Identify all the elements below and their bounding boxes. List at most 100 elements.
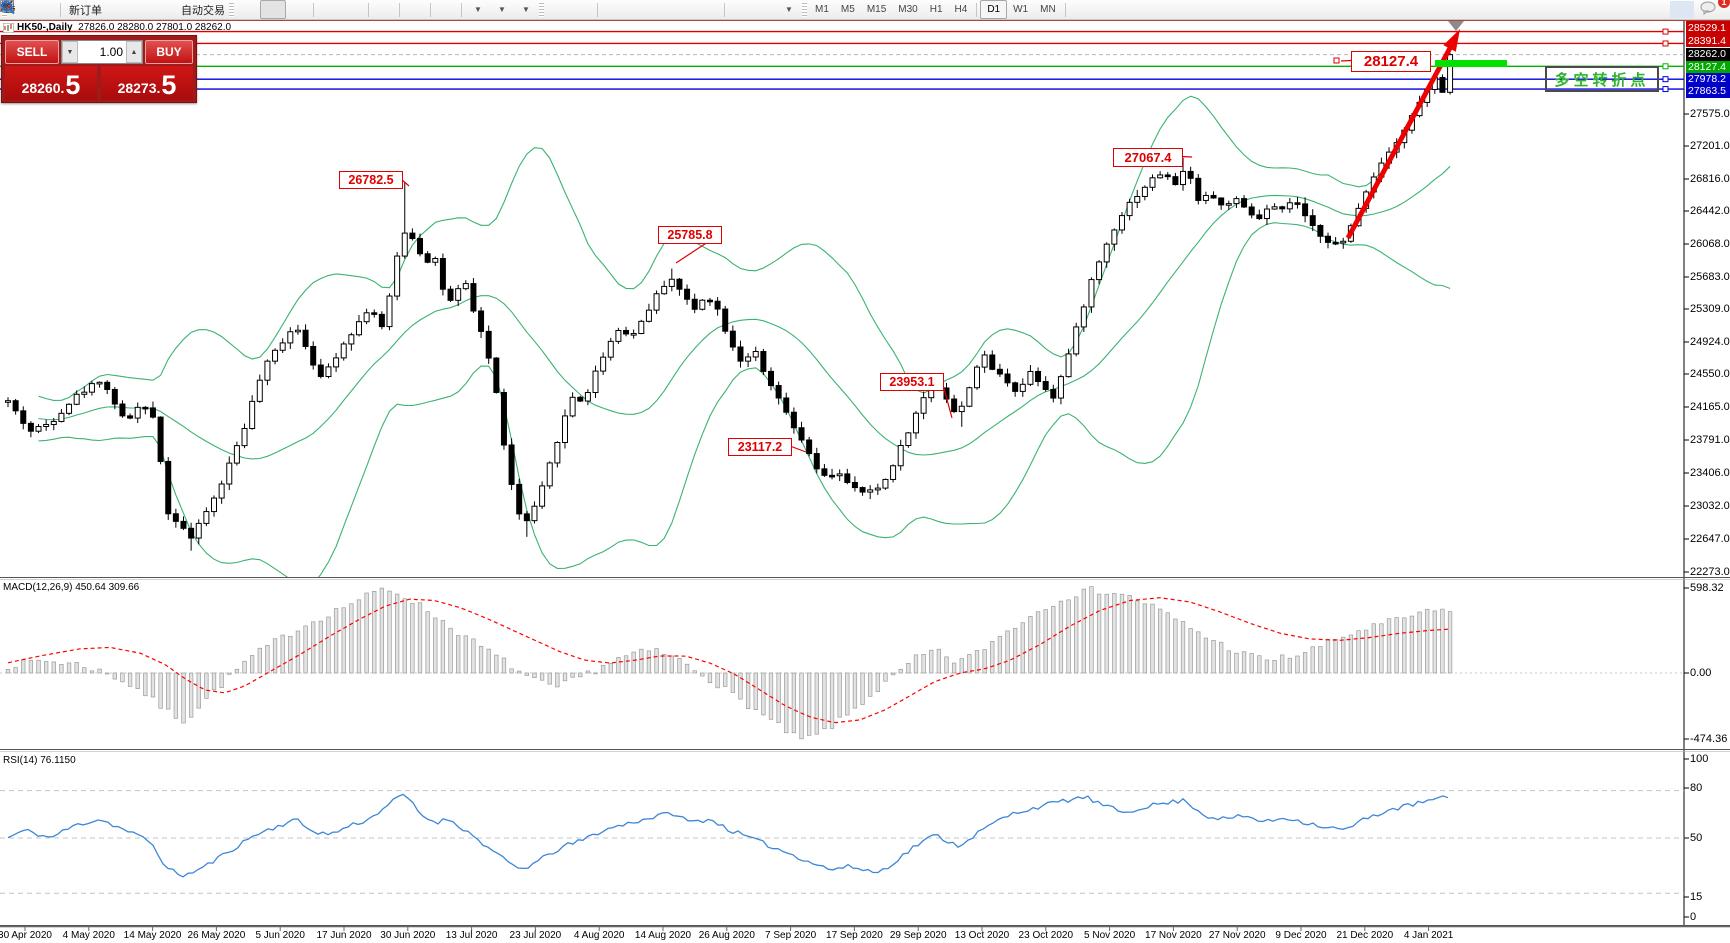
price-annotation-23953.1[interactable]: 23953.1 [880,373,944,391]
macd-histogram-bar [623,655,629,674]
macd-histogram-bar [692,670,697,674]
zoom-in-button[interactable] [0,0,341,18]
toolbar-separator [461,2,462,17]
bear-candle [310,345,317,366]
signal-button[interactable] [1,1,176,18]
bull-candle [1073,326,1080,355]
macd-histogram-bar [326,616,331,674]
date-label: 17 Jun 2020 [316,930,372,941]
templates-button[interactable]: ▼ [0,0,537,18]
text-label-button[interactable]: T [0,0,776,18]
trendline-button[interactable] [0,0,673,18]
bear-candle [149,407,156,418]
auto-trading-button[interactable]: 自动交易 [0,0,227,18]
bull-candle [195,522,202,539]
macd-tick-0.00: 0.00 [1690,667,1712,679]
ask-price[interactable]: 28273. 5 [101,66,193,100]
indicators-window-button[interactable] [0,0,57,18]
date-label: 23 Jul 2020 [509,930,562,941]
bear-candle [1439,76,1446,93]
price-annotation-28127.4[interactable]: 28127.4 [1351,51,1431,72]
bear-candle [996,368,1003,375]
chart-shift-button[interactable] [1,1,458,18]
price-annotation-25785.8[interactable]: 25785.8 [658,226,722,244]
bull-candle [1157,174,1164,179]
macd-histogram-bar [59,663,64,674]
arrow-style-button[interactable]: A [2,1,752,18]
periods-button[interactable]: ▼ [0,0,513,18]
bull-candle [615,329,622,342]
bull-candle [668,278,675,287]
macd-histogram-bar [951,662,957,674]
timeframe-m5-button[interactable]: M5 [840,4,855,15]
bull-candle [394,255,401,297]
rsi-tick-100: 100 [1690,753,1709,765]
bear-candle [378,313,385,328]
vline-button[interactable] [3,0,625,18]
price-tick-25309.0: 25309.0 [1690,303,1730,315]
bull-bear-turning-point-note[interactable]: 多空转折点 [1545,66,1659,92]
timeframe-m15-button[interactable]: M15 [866,4,887,15]
macd-histogram-bar [1409,615,1415,674]
timeframe-w1-button[interactable]: W1 [1013,4,1029,15]
timeframe-mn-button[interactable]: MN [1040,4,1056,15]
marker-button[interactable] [1,1,128,18]
price-tag-27978.2: 27978.2 [1686,72,1730,86]
bid-price[interactable]: 28260. 5 [5,66,97,100]
macd-histogram-bar [837,672,842,718]
macd-tick--474.36: -474.36 [1690,733,1728,745]
hline-button[interactable] [0,1,649,18]
bear-candle [1218,197,1225,206]
green-resistance-bar[interactable] [1435,60,1507,67]
toolbar-separator [724,2,725,17]
search-button[interactable] [1,0,1694,18]
price-annotation-27067.4[interactable]: 27067.4 [1113,148,1183,167]
timeframe-m1-button[interactable]: M1 [815,4,829,15]
fibonacci-button[interactable]: F [1,1,721,18]
lot-size-box: ▼ ▲ [61,40,143,64]
sell-button[interactable]: SELL [5,40,59,64]
lot-increase-button[interactable]: ▲ [126,41,142,63]
zoom-out-button[interactable] [0,0,365,18]
mode-line-button[interactable] [0,1,310,18]
price-annotation-26782.5[interactable]: 26782.5 [339,171,403,189]
new-order-button[interactable]: 新订单 [1,0,104,18]
tile-windows-button[interactable] [0,0,396,18]
notifications-button[interactable]: 1 [1700,0,1730,18]
macd-histogram-bar [1173,618,1178,674]
channel-button[interactable]: E [0,1,697,18]
macd-pane[interactable] [0,586,1684,740]
auto-scroll-button[interactable] [1,1,427,18]
timeframe-h1-button[interactable]: H1 [929,4,943,15]
main-price-pane[interactable] [0,28,1684,586]
cursor-button[interactable] [2,1,570,18]
timeframe-h4-button[interactable]: H4 [954,4,968,15]
arrows-tool-button[interactable]: ▼ [2,1,800,18]
lot-size-input[interactable] [78,41,126,63]
macd-label: MACD(12,26,9) 450.64 309.66 [3,582,140,593]
lot-decrease-button[interactable]: ▼ [62,41,78,63]
macd-histogram-bar [1386,618,1392,674]
rsi-pane[interactable] [0,790,1684,894]
mode-bars-button[interactable] [1,1,260,18]
macd-histogram-bar [730,672,735,693]
bull-candle [905,432,912,446]
timeframe-d1-button[interactable]: D1 [980,0,1008,19]
macd-histogram-bar [539,672,545,681]
macd-histogram-bar [639,648,644,674]
macd-histogram-bar [936,648,942,674]
price-tick-25683.0: 25683.0 [1690,271,1730,283]
add-indicator-button[interactable]: ▼ [1,0,489,18]
buy-button[interactable]: BUY [145,40,193,64]
crosshair-button[interactable] [0,0,594,18]
price-annotation-23117.2[interactable]: 23117.2 [728,438,792,456]
terminal-button[interactable] [1,1,152,18]
mode-candles-button[interactable] [1,0,286,19]
timeframe-m30-button[interactable]: M30 [898,4,918,15]
toolbar-separator [313,2,314,17]
bear-candle [1172,176,1179,186]
bull-candle [81,391,88,395]
macd-histogram-bar [1119,593,1125,674]
bull-candle [249,400,256,430]
